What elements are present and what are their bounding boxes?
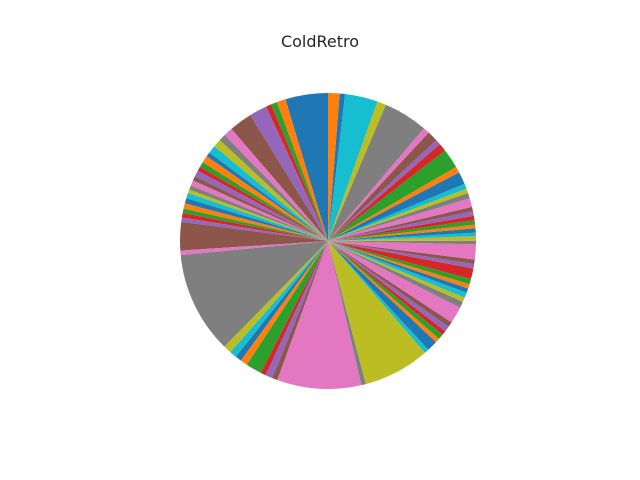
pie-slice [328, 240, 477, 245]
pie-slice [328, 193, 470, 241]
pie-slice [186, 193, 328, 241]
pie-slice [189, 185, 328, 241]
pie-slice [180, 241, 328, 347]
pie-slice [328, 241, 470, 289]
pie-slice [328, 236, 476, 241]
pie-slice [266, 104, 328, 241]
pie-slice [285, 93, 328, 241]
chart-title: ColdRetro [280, 32, 360, 51]
pie-slice [224, 128, 328, 241]
pie-slice [328, 241, 429, 353]
pie-slice [328, 215, 475, 241]
pie-slice [246, 241, 328, 373]
pie-slice [206, 152, 328, 241]
pie-slice [328, 241, 366, 386]
pie-slice [328, 183, 467, 241]
pie-slice [214, 140, 328, 241]
pie-slice [328, 241, 449, 332]
pie-slice [328, 241, 425, 385]
pie-slice [260, 241, 328, 376]
pie-slice [328, 172, 465, 241]
pie-slice [328, 224, 476, 241]
pie-slice [194, 170, 328, 241]
pie-slice [328, 241, 440, 343]
pie-slice [328, 241, 452, 327]
pie-slice [199, 162, 328, 241]
pie-slice [328, 228, 476, 241]
pie-slice [328, 241, 472, 285]
pie-slice [240, 241, 328, 365]
pie-slice [328, 188, 469, 241]
pie-slice [180, 221, 328, 251]
pie-slice [328, 166, 460, 241]
pie-slice [328, 241, 465, 302]
pie-slice [328, 220, 476, 241]
pie-slice [328, 144, 446, 241]
pie-slice [181, 217, 328, 241]
pie-slice [184, 198, 328, 241]
pie-slice [181, 213, 328, 241]
pie-slice [276, 99, 328, 241]
pie-slice [265, 241, 328, 379]
pie-slice [187, 189, 328, 241]
pie-slice [277, 241, 362, 390]
pie-slice [231, 115, 328, 241]
pie-slice [328, 211, 474, 241]
pie-slice [328, 206, 473, 241]
pie-slice [219, 135, 328, 241]
pie-slice [328, 93, 346, 242]
pie-slice [250, 106, 328, 241]
pie-slice [328, 241, 469, 293]
pie-slice [271, 102, 328, 241]
pie-slice [209, 146, 328, 241]
pie-slice [328, 101, 386, 241]
pie-slice [224, 241, 328, 353]
pie-slice [328, 232, 476, 241]
pie-slice [328, 92, 340, 241]
pie-slice [328, 241, 463, 308]
pie-slice [202, 156, 328, 241]
pie-slice [180, 241, 328, 256]
pie-slice [328, 150, 457, 241]
pie-slice [328, 241, 461, 323]
pie-slice [328, 93, 378, 242]
pie-slice [328, 104, 424, 242]
pie-slice [328, 198, 473, 241]
pie-slice [328, 128, 429, 241]
pie-slice [328, 241, 475, 265]
pie-slice [192, 176, 328, 241]
pie-slice [235, 241, 328, 361]
pie-slice [328, 241, 446, 335]
pie-slice [272, 241, 328, 381]
pie-slice [182, 208, 328, 241]
pie-slice [197, 166, 328, 241]
pie-slice [328, 241, 437, 350]
pie-slice [230, 241, 328, 357]
pie-slice [183, 203, 328, 241]
pie-slice [328, 241, 474, 280]
pie-slice [328, 241, 475, 269]
pie-slice [328, 241, 443, 339]
pie-slice [328, 241, 467, 298]
pie-slice [328, 132, 437, 241]
pie-slice [190, 180, 328, 241]
pie-slice [328, 140, 440, 241]
pie-slice [328, 241, 476, 260]
